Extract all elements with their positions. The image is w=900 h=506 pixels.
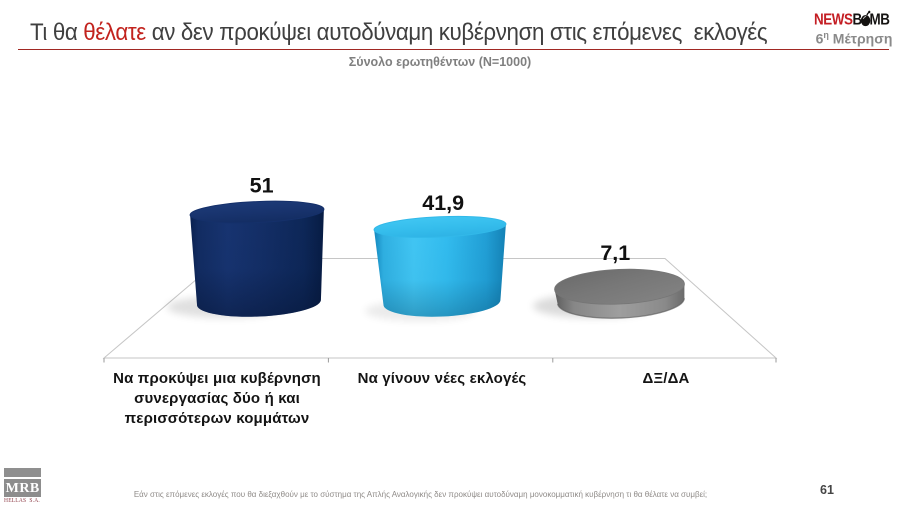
svg-text:41,9: 41,9 — [422, 191, 464, 215]
svg-text:51: 51 — [250, 173, 274, 197]
svg-text:7,1: 7,1 — [600, 241, 630, 265]
